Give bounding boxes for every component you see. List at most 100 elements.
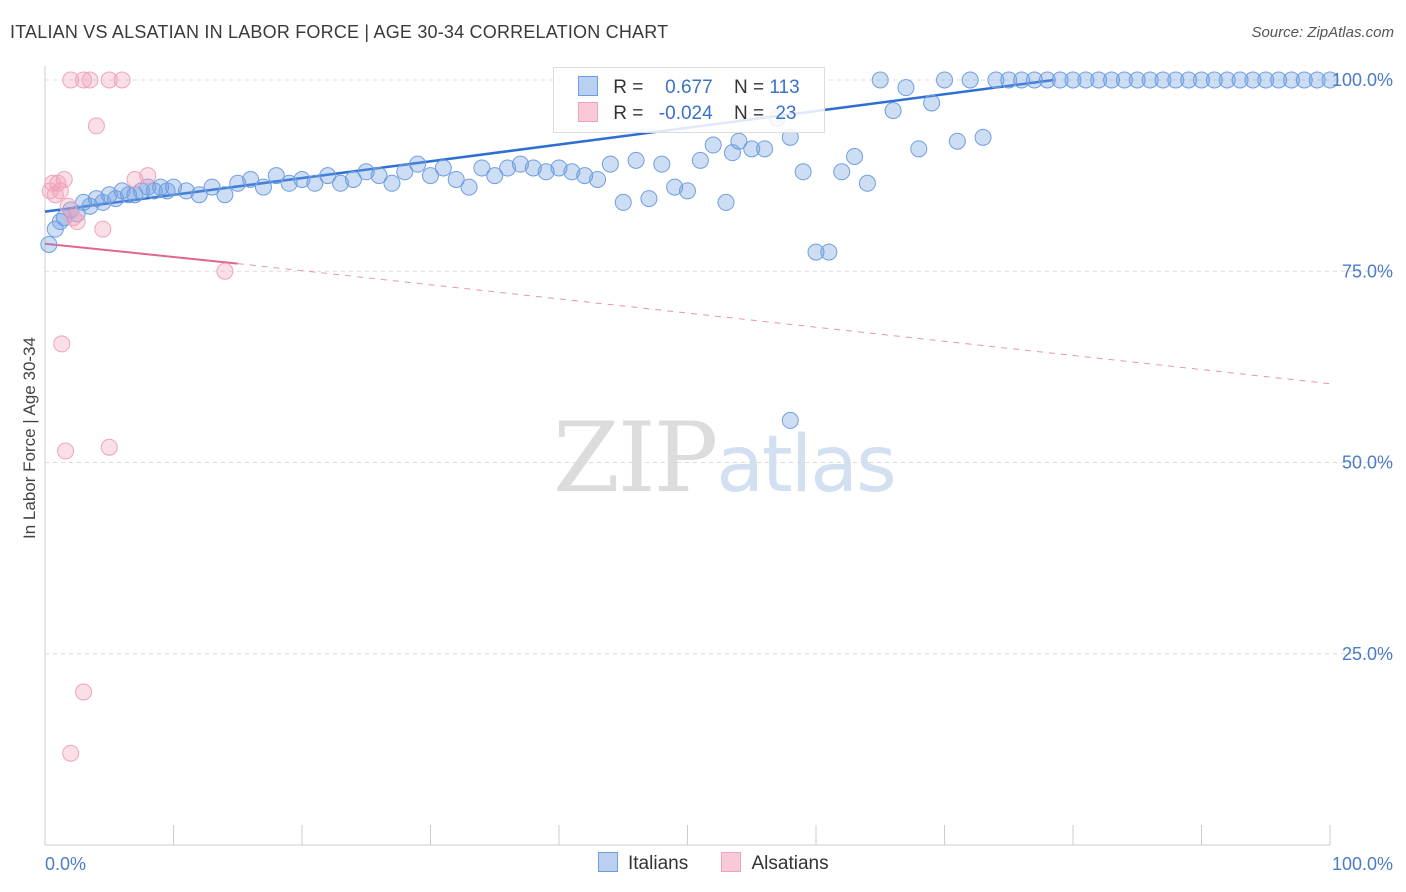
point-italians <box>1038 71 1056 89</box>
y-tick-label: 100.0% <box>1332 70 1393 90</box>
point-italians <box>1231 71 1249 89</box>
point-italians <box>1103 71 1121 89</box>
point-alsatians <box>100 71 118 89</box>
point-alsatians <box>62 744 80 762</box>
trend-lines <box>44 78 1331 385</box>
point-italians <box>666 178 684 196</box>
point-italians <box>743 140 761 158</box>
legend-r-label: R = <box>613 77 644 98</box>
point-italians <box>120 186 138 204</box>
point-italians <box>1154 71 1172 89</box>
point-italians <box>704 136 722 154</box>
point-italians <box>871 71 889 89</box>
point-italians <box>936 71 953 89</box>
point-italians <box>563 163 581 181</box>
legend-item-alsatians[interactable]: Alsatians <box>721 852 829 875</box>
point-italians <box>987 71 1005 89</box>
watermark-atlas: atlas <box>716 420 896 510</box>
point-italians <box>1128 71 1146 89</box>
point-alsatians <box>68 213 86 231</box>
point-italians <box>1090 71 1108 89</box>
point-italians <box>293 170 311 188</box>
legend-swatch-italians <box>578 76 598 96</box>
point-italians <box>679 182 696 200</box>
point-italians <box>1167 71 1185 89</box>
trend-line-alsatians-dashed <box>237 263 1331 385</box>
watermark: ZIPatlas <box>553 402 897 514</box>
point-italians <box>897 79 915 97</box>
point-italians <box>190 186 208 204</box>
point-italians <box>473 159 491 177</box>
point-italians <box>550 159 568 177</box>
point-italians <box>434 159 452 177</box>
point-alsatians <box>81 71 99 89</box>
point-alsatians <box>94 220 112 238</box>
point-italians <box>203 178 221 196</box>
point-italians <box>1193 71 1210 89</box>
point-italians <box>1295 71 1313 89</box>
point-italians <box>267 167 285 185</box>
point-italians <box>691 151 709 169</box>
point-italians <box>653 155 671 173</box>
point-italians <box>280 174 298 192</box>
point-italians <box>948 132 966 150</box>
point-italians <box>601 155 619 173</box>
point-italians <box>640 190 658 208</box>
point-italians <box>383 174 401 192</box>
point-italians <box>884 102 902 120</box>
point-italians <box>858 174 876 192</box>
point-italians <box>576 167 594 185</box>
point-italians <box>486 167 504 185</box>
point-italians <box>910 140 928 158</box>
point-alsatians <box>139 167 157 185</box>
axes <box>44 66 1331 846</box>
point-alsatians <box>62 71 80 89</box>
point-italians <box>974 128 992 146</box>
legend-item-italians[interactable]: Italians <box>598 852 688 875</box>
point-italians <box>254 178 272 196</box>
point-alsatians <box>57 442 75 460</box>
point-italians <box>216 186 234 204</box>
legend-n-label: N = <box>733 103 765 124</box>
point-italians <box>1270 71 1288 89</box>
y-axis-label: In Labor Force | Age 30-34 <box>20 337 39 539</box>
point-italians <box>614 193 632 211</box>
point-italians <box>1077 71 1095 89</box>
point-italians <box>537 163 555 181</box>
point-italians <box>357 163 375 181</box>
point-italians <box>1000 71 1018 89</box>
point-italians <box>242 170 260 188</box>
point-italians <box>1218 71 1236 89</box>
y-axis-label-wrap: In Labor Force | Age 30-34 <box>18 300 42 580</box>
point-alsatians <box>87 117 105 135</box>
legend-r-label: R = <box>613 103 644 124</box>
point-italians <box>1141 71 1159 89</box>
point-italians <box>1205 71 1223 89</box>
point-italians <box>833 163 851 181</box>
point-italians <box>447 170 465 188</box>
point-italians <box>229 174 247 192</box>
point-alsatians <box>75 71 93 89</box>
point-alsatians <box>126 170 144 188</box>
point-italians <box>717 193 735 211</box>
point-alsatians <box>100 438 118 456</box>
legend-n-value: 113 <box>769 77 800 98</box>
x-tick-label: 100.0% <box>1332 854 1393 874</box>
point-alsatians <box>75 683 93 701</box>
point-italians <box>1257 71 1275 89</box>
point-italians <box>177 182 195 200</box>
point-alsatians <box>51 182 69 200</box>
point-italians <box>1013 71 1031 89</box>
point-italians <box>627 151 645 169</box>
point-italians <box>344 170 362 188</box>
point-italians <box>1115 71 1133 89</box>
data-points <box>40 71 1339 762</box>
point-italians <box>1308 71 1326 89</box>
legend-row-italians: R = 0.677 N = 113 <box>578 76 800 100</box>
point-italians <box>820 243 838 261</box>
legend-label-alsatians: Alsatians <box>751 853 829 874</box>
point-italians <box>370 167 388 185</box>
point-italians <box>794 163 812 181</box>
chart-title: ITALIAN VS ALSATIAN IN LABOR FORCE | AGE… <box>10 22 669 42</box>
point-italians <box>1244 71 1262 89</box>
